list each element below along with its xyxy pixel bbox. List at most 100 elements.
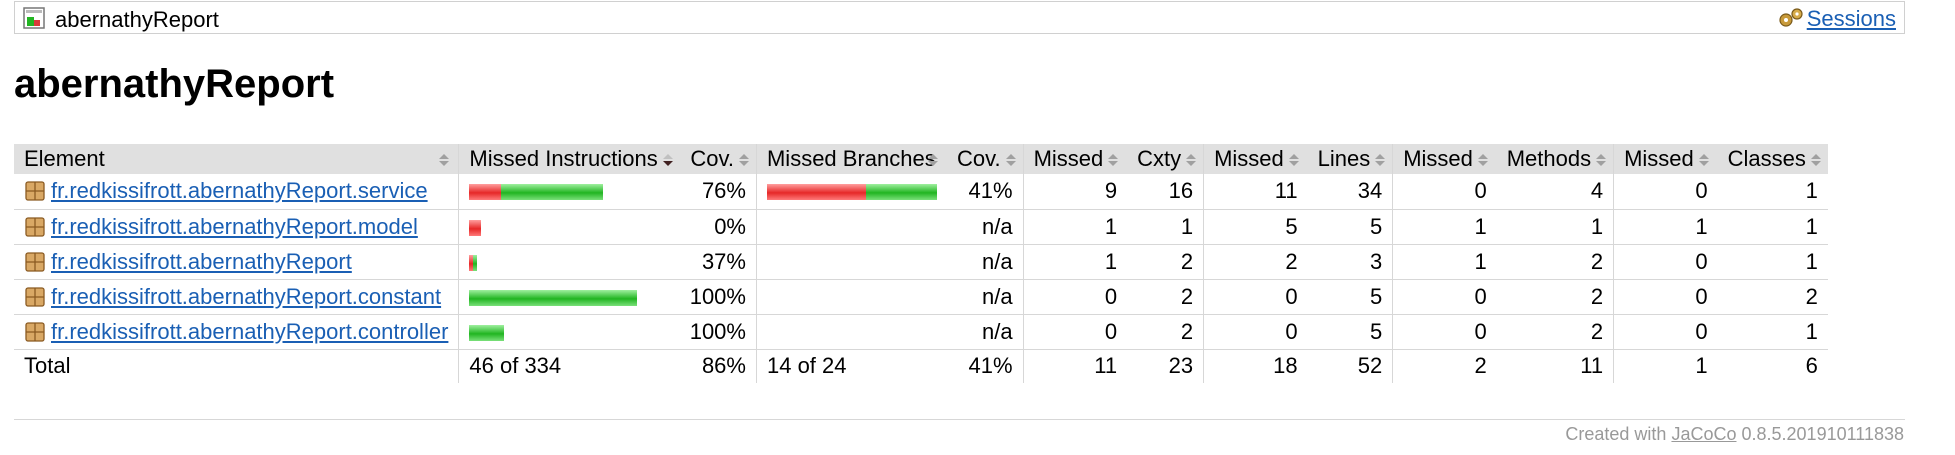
package-link[interactable]: fr.redkissifrott.abernathyReport.control… [51, 318, 449, 344]
element-cell: fr.redkissifrott.abernathyReport.model [14, 209, 459, 245]
header-classes[interactable]: Classes [1717, 144, 1828, 174]
sort-icon [1596, 154, 1607, 166]
sort-icon [1477, 154, 1488, 166]
lines-cell: 5 [1307, 209, 1393, 245]
package-link[interactable]: fr.redkissifrott.abernathyReport.model [51, 213, 418, 239]
table-header-row: Element Missed Instructions Cov. Missed … [14, 144, 1828, 174]
lines-cell: 5 [1307, 314, 1393, 350]
total-branch-cov: 41% [968, 353, 1013, 379]
covered-bar-segment [865, 184, 937, 201]
lines-cell: 3 [1307, 244, 1393, 280]
cxty-missed-cell: 0 [1022, 314, 1128, 350]
sort-icon [439, 154, 450, 166]
methods-cell: 2 [1496, 244, 1614, 280]
package-icon [25, 321, 45, 342]
sort-icon [738, 154, 749, 166]
lines-missed-cell: 11 [1203, 174, 1308, 210]
methods-cell: 2 [1496, 279, 1614, 315]
header-classes-missed[interactable]: Missed [1613, 144, 1718, 174]
methods-missed-cell: 0 [1392, 314, 1497, 350]
package-link[interactable]: fr.redkissifrott.abernathyReport.constan… [51, 283, 442, 309]
missed-branches-cell [755, 279, 947, 315]
missed-branches-cell [755, 174, 947, 210]
sessions-link[interactable]: Sessions [1806, 6, 1896, 31]
header-lines-missed[interactable]: Missed [1203, 144, 1308, 174]
total-cxty: 23 [1168, 353, 1194, 379]
header-cxty[interactable]: Cxty [1127, 144, 1204, 174]
total-lines-missed: 18 [1203, 349, 1308, 383]
methods-cell: 1 [1496, 209, 1614, 245]
package-link[interactable]: fr.redkissifrott.abernathyReport [51, 248, 352, 274]
total-methods-missed: 2 [1392, 349, 1497, 383]
header-element[interactable]: Element [14, 144, 459, 174]
header-methods-missed[interactable]: Missed [1392, 144, 1497, 174]
lines-missed-cell: 5 [1203, 209, 1308, 245]
methods-missed-cell: 0 [1392, 279, 1497, 315]
missed-instructions-cell [458, 174, 680, 210]
missed-branches-cell [755, 314, 947, 350]
lines-cell: 34 [1307, 174, 1393, 210]
footer-version: 0.8.5.201910111838 [1741, 424, 1905, 444]
branch-coverage-bar [766, 184, 937, 201]
branch-cov-cell: n/a [946, 209, 1024, 245]
instr-cov-cell: 100% [679, 279, 757, 315]
branch-cov-cell: n/a [946, 314, 1024, 350]
header-missed-instructions[interactable]: Missed Instructions [458, 144, 680, 174]
classes-cell: 1 [1717, 314, 1828, 350]
footer: Created with JaCoCo 0.8.5.201910111838 [1565, 424, 1904, 445]
total-label: Total [24, 353, 71, 379]
breadcrumb-element: abernathyReport [55, 7, 219, 32]
element-cell: fr.redkissifrott.abernathyReport.control… [14, 314, 459, 350]
total-lines: 52 [1357, 353, 1383, 379]
cxty-missed-cell: 1 [1022, 244, 1128, 280]
branch-cov-cell: 41% [946, 174, 1024, 210]
instruction-coverage-bar [469, 324, 505, 341]
covered-bar-segment [501, 184, 604, 201]
header-instr-cov[interactable]: Cov. [679, 144, 757, 174]
cxty-cell: 16 [1127, 174, 1204, 210]
header-methods[interactable]: Methods [1496, 144, 1614, 174]
element-cell: fr.redkissifrott.abernathyReport [14, 244, 459, 280]
sessions-link-wrap: Sessions [1777, 6, 1896, 32]
cxty-cell: 2 [1127, 244, 1204, 280]
coverage-table: Element Missed Instructions Cov. Missed … [14, 144, 1828, 383]
table-row: fr.redkissifrott.abernathyReport.service… [14, 174, 1828, 210]
covered-bar-segment [469, 289, 638, 306]
instruction-coverage-bar [469, 254, 478, 271]
header-branch-cov[interactable]: Cov. [946, 144, 1024, 174]
missed-bar-segment [469, 254, 474, 271]
total-classes-missed: 1 [1613, 349, 1718, 383]
missed-instructions-cell [458, 244, 680, 280]
instr-cov-cell: 100% [679, 314, 757, 350]
jacoco-link[interactable]: JaCoCo [1671, 424, 1737, 444]
header-cxty-missed[interactable]: Missed [1022, 144, 1128, 174]
classes-missed-cell: 1 [1613, 209, 1718, 245]
instr-cov-cell: 0% [679, 209, 757, 245]
instruction-coverage-bar [469, 219, 482, 236]
total-methods: 11 [1580, 353, 1604, 379]
methods-cell: 4 [1496, 174, 1614, 210]
methods-cell: 2 [1496, 314, 1614, 350]
lines-missed-cell: 0 [1203, 279, 1308, 315]
cxty-missed-cell: 9 [1022, 174, 1128, 210]
missed-instructions-cell [458, 209, 680, 245]
cxty-missed-cell: 1 [1022, 209, 1128, 245]
package-link[interactable]: fr.redkissifrott.abernathyReport.service [51, 178, 428, 204]
lines-missed-cell: 0 [1203, 314, 1308, 350]
methods-missed-cell: 0 [1392, 174, 1497, 210]
element-cell: fr.redkissifrott.abernathyReport.constan… [14, 279, 459, 315]
lines-missed-cell: 2 [1203, 244, 1308, 280]
sort-desc-icon [662, 154, 673, 166]
breadcrumb: abernathyReport Sessions [14, 1, 1905, 34]
element-cell: fr.redkissifrott.abernathyReport.service [14, 174, 459, 210]
sort-icon [1375, 154, 1386, 166]
sort-icon [1288, 154, 1299, 166]
header-lines[interactable]: Lines [1307, 144, 1393, 174]
sort-icon [1186, 154, 1197, 166]
sort-icon [1698, 154, 1709, 166]
header-missed-branches[interactable]: Missed Branches [755, 144, 947, 174]
instruction-coverage-bar [469, 289, 638, 306]
missed-bar-segment [469, 219, 482, 236]
total-branch: 14 of 24 [755, 349, 947, 383]
cxty-cell: 2 [1127, 314, 1204, 350]
